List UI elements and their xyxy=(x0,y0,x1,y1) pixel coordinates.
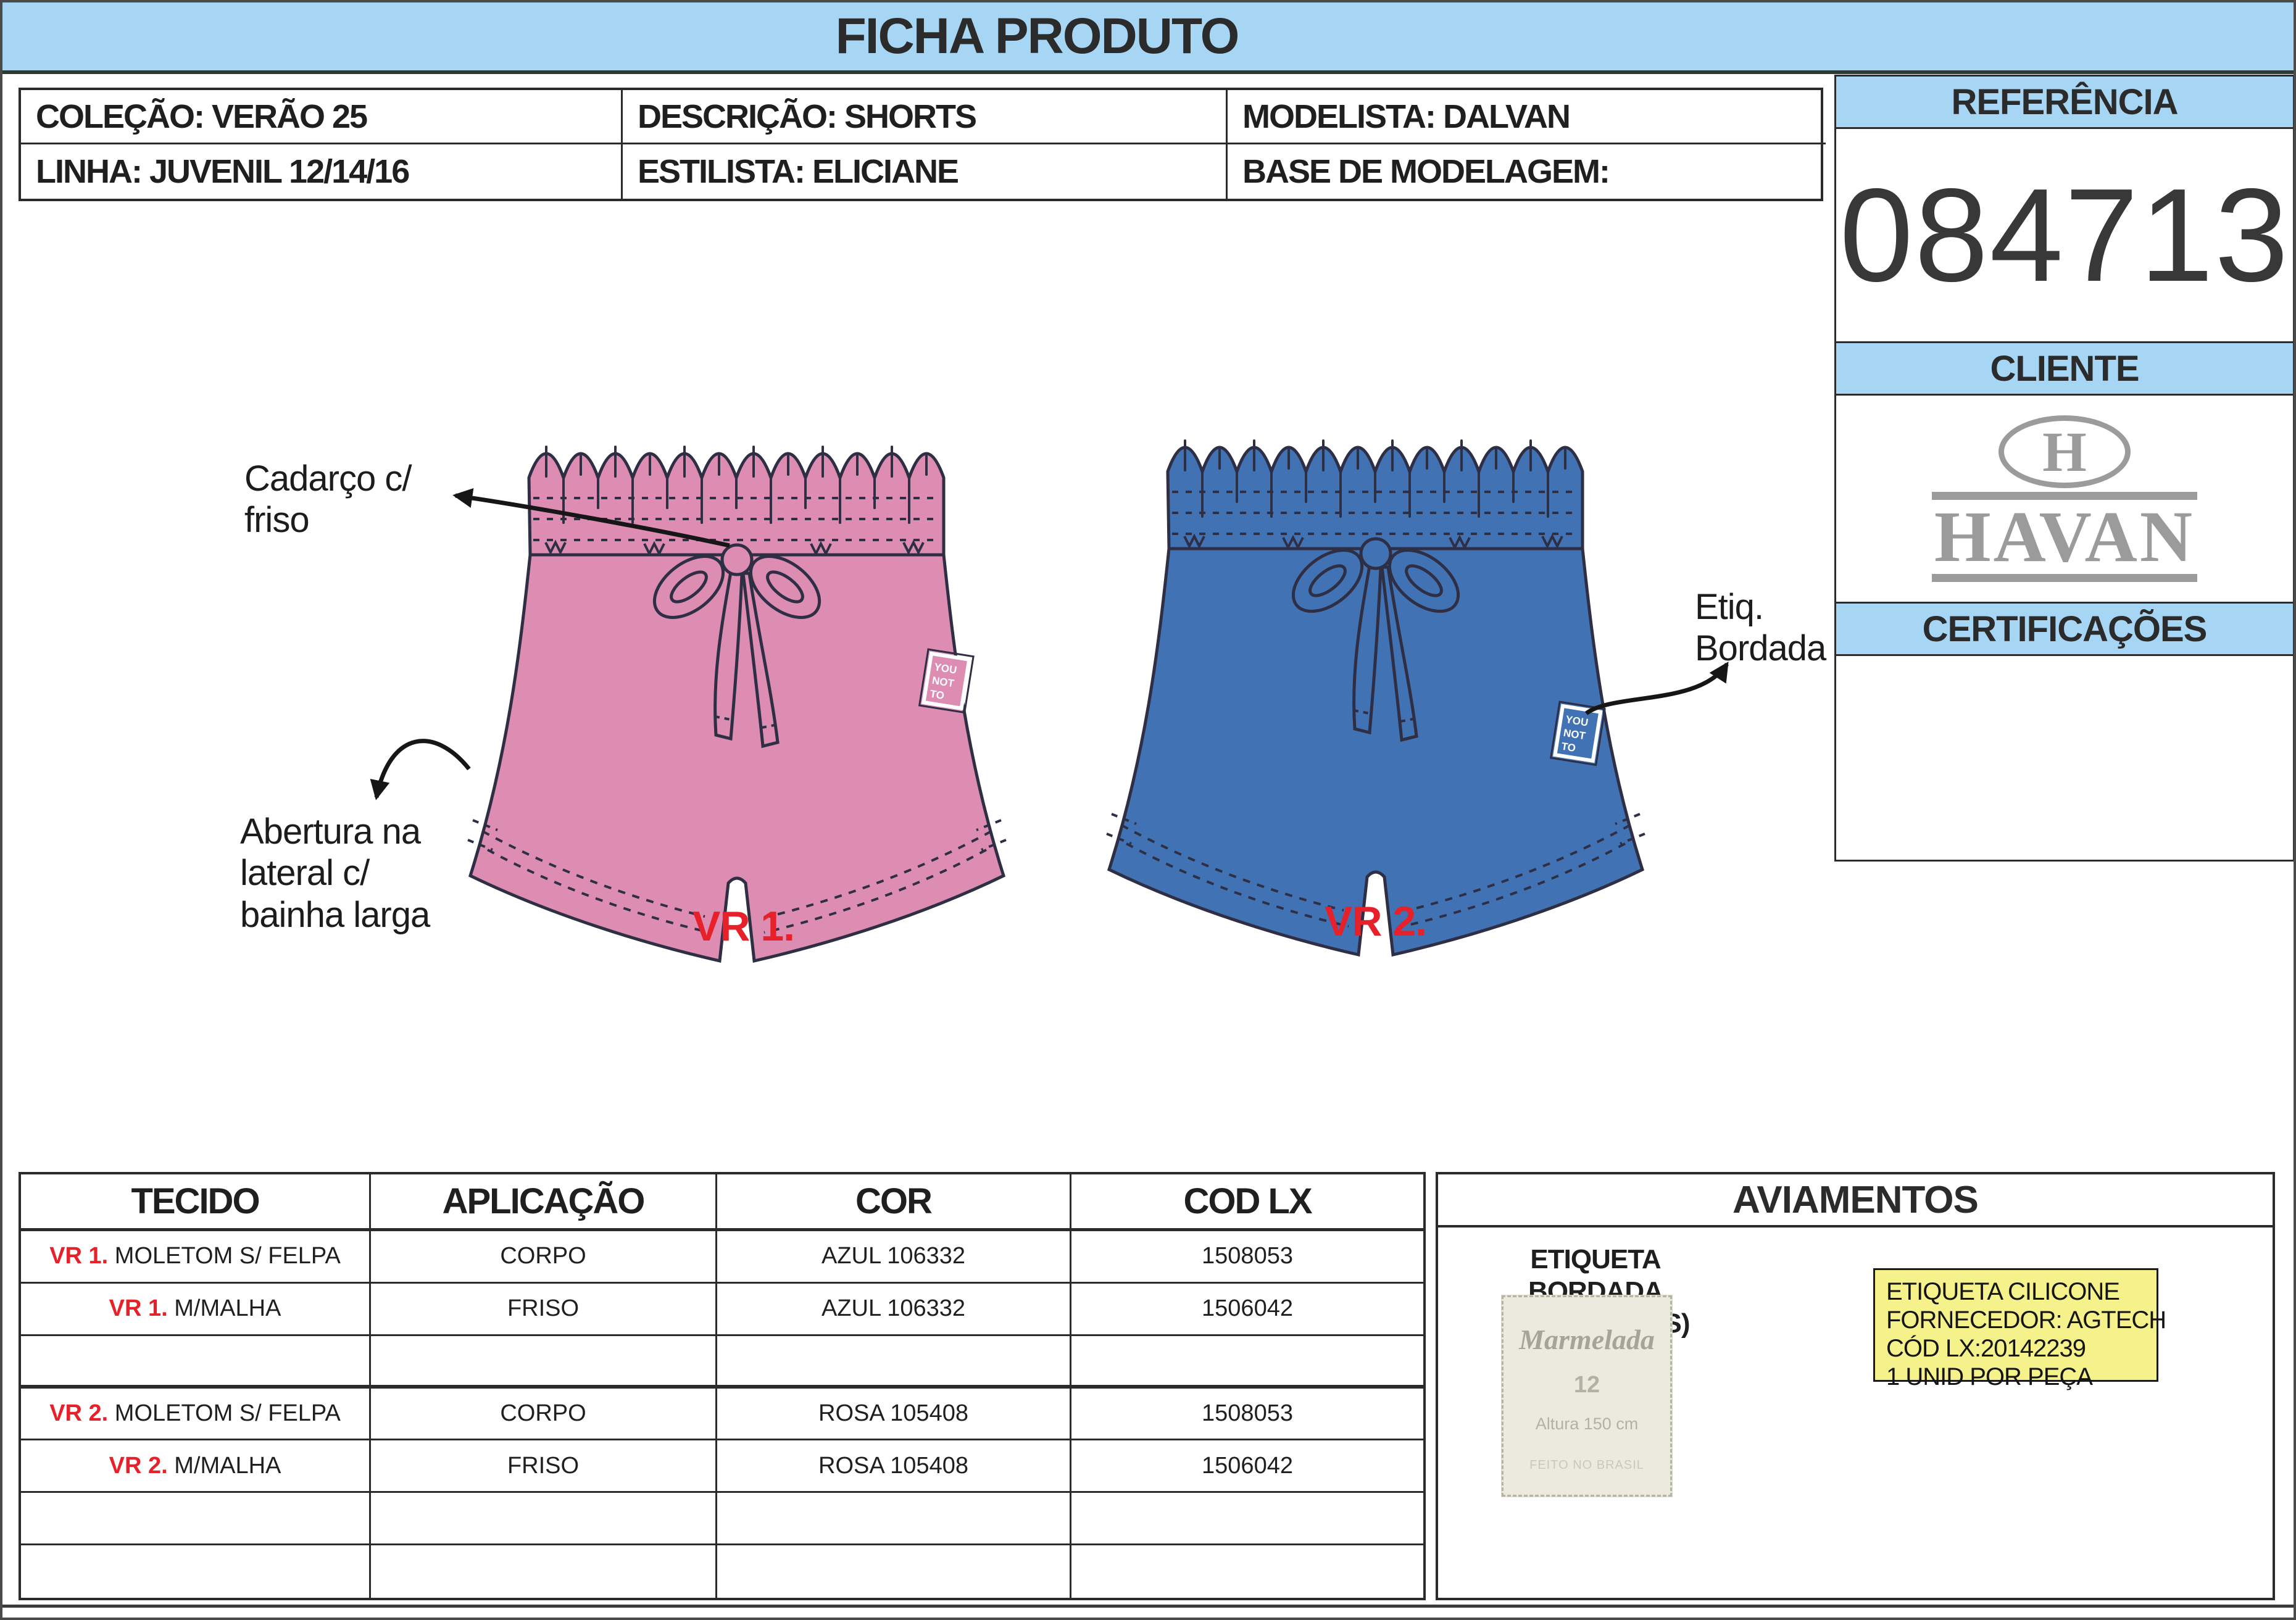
table-row: VR 2. MOLETOM S/ FELPA xyxy=(21,1388,371,1441)
sheet-header: FICHA PRODUTO xyxy=(2,2,2294,74)
col-header-cor: COR xyxy=(717,1174,1071,1231)
col-header-aplicacao: APLICAÇÃO xyxy=(371,1174,717,1231)
abertura-arrow xyxy=(370,739,471,800)
havan-logo: H HAVAN xyxy=(1932,415,2197,583)
page-bottom-rule xyxy=(2,1605,2294,1608)
garment-label-line3: TO xyxy=(1560,741,1576,754)
info-descricao: DESCRIÇÃO: SHORTS xyxy=(623,90,1228,144)
garment-label-vr1: YOU NOT TO xyxy=(918,648,975,714)
aviamentos-title: AVIAMENTOS xyxy=(1438,1174,2273,1227)
table-row xyxy=(21,1493,371,1546)
logo-bar-bottom xyxy=(1932,574,2197,583)
shorts-vr1: YOU NOT TO xyxy=(468,447,1006,961)
etiqueta-arrow xyxy=(1584,661,1729,715)
info-base-modelagem: BASE DE MODELAGEM: xyxy=(1242,153,1610,190)
referencia-value: 084713 xyxy=(1834,127,2294,343)
woven-label-footer: FEITO NO BRASIL xyxy=(1529,1458,1644,1472)
vr1-label: VR 1. xyxy=(693,903,795,950)
table-row xyxy=(21,1335,371,1389)
col-header-tecido: TECIDO xyxy=(21,1174,371,1231)
table-row: VR 1. M/MALHA xyxy=(21,1283,371,1336)
table-row: VR 1. MOLETOM S/ FELPA xyxy=(21,1231,371,1284)
garment-label-vr2: YOU NOT TO xyxy=(1549,700,1606,766)
info-colecao: COLEÇÃO: VERÃO 25 xyxy=(21,90,623,144)
garment-label-line3: TO xyxy=(929,688,945,702)
fabric-table: TECIDO APLICAÇÃO COR COD LX VR 1. MOLETO… xyxy=(19,1172,1426,1600)
vr2-label: VR 2. xyxy=(1325,898,1427,945)
annotation-cadarco: Cadarço c/ friso xyxy=(244,459,412,541)
col-header-codlx: COD LX xyxy=(1071,1174,1423,1231)
logo-bar-top xyxy=(1932,491,2197,500)
page-title: FICHA PRODUTO xyxy=(835,8,1240,64)
product-info-table: COLEÇÃO: VERÃO 25 DESCRIÇÃO: SHORTS MODE… xyxy=(19,88,1826,201)
shorts-vr2: YOU NOT TO xyxy=(1107,441,1645,955)
info-linha: LINHA: JUVENIL 12/14/16 xyxy=(21,144,623,199)
referencia-header: REFERÊNCIA xyxy=(1834,75,2294,129)
annotation-abertura: Abertura na lateral c/ bainha larga xyxy=(240,812,430,935)
woven-label-swatch: Marmelada 12 Altura 150 cm FEITO NO BRAS… xyxy=(1501,1295,1673,1497)
havan-monogram-icon: H xyxy=(1999,415,2131,488)
info-estilista: ESTILISTA: ELICIANE xyxy=(623,144,1228,199)
sidebar: REFERÊNCIA 084713 CLIENTE H HAVAN CERTIF… xyxy=(1834,75,2294,862)
certificacoes-box xyxy=(1834,654,2294,862)
aviamentos-panel: AVIAMENTOS ETIQUETA BORDADA (CÓS COSTAS)… xyxy=(1436,1172,2275,1600)
silicone-label-note: ETIQUETA CILICONE FORNECEDOR: AGTECH CÓD… xyxy=(1873,1268,2166,1390)
woven-label-height: Altura 150 cm xyxy=(1535,1414,1639,1433)
table-row xyxy=(21,1545,371,1598)
info-modelista: MODELISTA: DALVAN xyxy=(1228,90,1826,144)
table-row: VR 2. M/MALHA xyxy=(21,1440,371,1493)
havan-wordmark: HAVAN xyxy=(1934,496,2195,577)
cadarco-arrow xyxy=(452,488,730,548)
certificacoes-header: CERTIFICAÇÕES xyxy=(1834,602,2294,656)
cliente-box: H HAVAN xyxy=(1834,394,2294,604)
woven-label-brand: Marmelada xyxy=(1519,1324,1655,1355)
havan-monogram-letter: H xyxy=(2042,420,2087,483)
annotation-etiqueta: Etiq. Bordada xyxy=(1695,587,1826,669)
woven-label-size: 12 xyxy=(1573,1372,1600,1398)
